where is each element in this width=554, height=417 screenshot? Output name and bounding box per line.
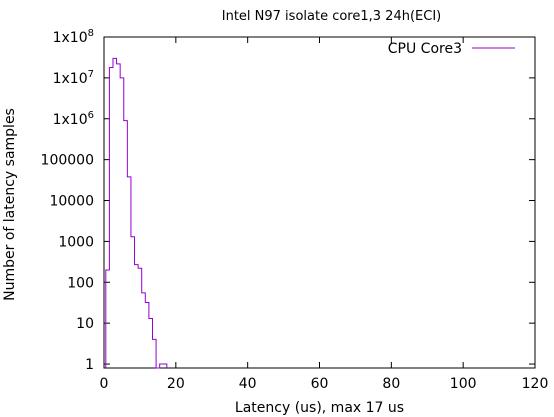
x-tick-label: 20 <box>167 376 185 392</box>
x-tick-label: 0 <box>100 376 109 392</box>
y-tick-label: 10 <box>76 316 94 332</box>
x-tick-label: 80 <box>382 376 400 392</box>
y-tick-exponent: 7 <box>88 69 94 80</box>
x-tick-label: 100 <box>450 376 477 392</box>
legend: CPU Core3 <box>388 41 515 57</box>
y-axis-label: Number of latency samples <box>2 108 18 301</box>
series-layer <box>105 57 168 369</box>
y-tick-label: 1x106 <box>53 110 94 128</box>
y-tick-label: 1 <box>85 357 94 373</box>
y-tick-exponent: 6 <box>88 110 94 121</box>
y-tick-label: 1x108 <box>53 28 94 46</box>
y-axis-ticks: 1 10 100 1000 10000 100000 1x106 1x107 1x108 <box>41 28 535 373</box>
x-axis-ticks: 0 20 40 60 80 100 120 <box>100 37 549 392</box>
y-tick-label: 1000 <box>58 234 94 250</box>
y-tick-label: 1x107 <box>53 69 94 87</box>
plot-frame <box>103 36 536 369</box>
x-tick-label: 60 <box>311 376 329 392</box>
y-tick-label: 100000 <box>41 153 94 169</box>
y-tick-label: 100 <box>67 275 94 291</box>
x-axis-label: Latency (us), max 17 us <box>235 400 404 416</box>
y-tick-label: 10000 <box>49 194 94 210</box>
x-tick-label: 120 <box>522 376 549 392</box>
legend-label: CPU Core3 <box>388 41 462 57</box>
series-line-cpu-core3 <box>105 57 168 369</box>
x-tick-label: 40 <box>239 376 257 392</box>
chart-title: Intel N97 isolate core1,3 24h(ECI) <box>222 9 441 24</box>
y-tick-exponent: 8 <box>88 28 94 39</box>
